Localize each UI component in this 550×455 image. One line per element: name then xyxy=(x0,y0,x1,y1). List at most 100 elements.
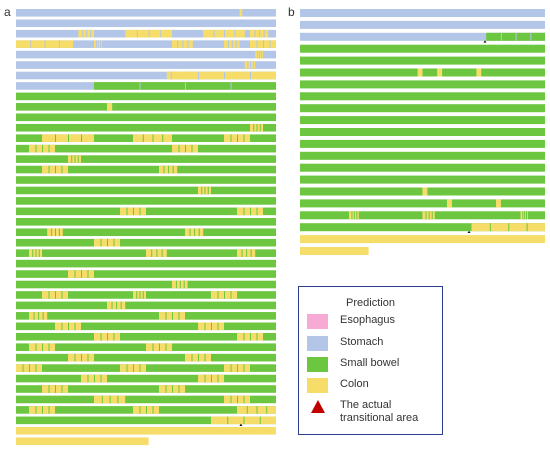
panel-a-row-34-segment-0-noise xyxy=(29,364,30,372)
panel-a-row-29-segment-1-noise xyxy=(172,312,173,320)
panel-a-row-33-segment-0-noise xyxy=(81,353,82,362)
panel-b-row-17-segment-2-noise xyxy=(522,211,524,220)
panel-a-row-28 xyxy=(16,301,276,310)
legend-title: Prediction xyxy=(346,297,395,309)
panel-a-row-8 xyxy=(16,92,276,101)
panel-a-row-7-segment-0-noise xyxy=(230,82,232,90)
panel-a-row-12-segment-2-noise xyxy=(237,134,238,142)
panel-a-row-25 xyxy=(16,270,276,278)
panel-a-row-23-segment-2-noise xyxy=(250,249,252,257)
panel-a-row-15-segment-0-noise xyxy=(61,165,63,174)
panel-a-row-32-segment-1-noise xyxy=(152,343,154,351)
panel-a-row-33-segment-1-noise xyxy=(204,353,206,362)
panel-b-row-8 xyxy=(300,104,545,113)
panel-a-row-38-segment-1-noise xyxy=(146,406,147,414)
panel-a-row-37-segment-0-noise xyxy=(109,395,111,404)
panel-a-row-12-segment-0-noise xyxy=(81,134,82,142)
panel-a-row-6-segment-1-noise xyxy=(198,71,199,80)
panel-a-row-38-segment-1-noise xyxy=(152,406,154,414)
panel-a-row-19-segment-0-noise xyxy=(139,207,141,216)
panel-a-row-9-segment-0 xyxy=(107,103,113,111)
panel-a-row-22-segment-0-noise xyxy=(100,238,102,247)
panel-b-row-18-segment-0-noise xyxy=(526,223,528,232)
panel-a-row-17-segment-0-noise xyxy=(207,186,209,195)
panel-a-row-25-segment-0-noise xyxy=(87,270,89,278)
panel-a-row-22 xyxy=(16,238,276,247)
panel-a-row-17-segment-0-noise xyxy=(204,186,206,195)
panel-b-row-14 xyxy=(300,175,545,184)
panel-a-row-2-segment-0-noise xyxy=(82,29,84,38)
panel-a-row-5-segment-0-noise xyxy=(250,61,251,69)
panel-a-row-26-segment-0-noise xyxy=(175,280,177,289)
panel-a-row-36 xyxy=(16,385,276,393)
panel-b-row-18-segment-0-noise xyxy=(508,223,510,232)
panel-a-row-1 xyxy=(16,19,276,28)
panel-b-row-16 xyxy=(300,199,545,208)
panel-a-row-3-segment-2-noise xyxy=(187,40,189,48)
panel-b-row-2 xyxy=(300,32,545,41)
panel-a-row-39 xyxy=(16,416,276,425)
panel-a-row-13-segment-0-noise xyxy=(42,144,43,153)
panel-a-row-29-segment-0-noise xyxy=(38,312,40,320)
panel-b-row-15-segment-0 xyxy=(422,187,428,196)
panel-a-row-34-segment-2-noise xyxy=(243,364,245,372)
panel-a-row-28-segment-0-noise xyxy=(120,301,122,310)
panel-b-row-18 xyxy=(300,223,545,232)
panel-b-row-17-segment-1-noise xyxy=(431,211,433,220)
legend-label-esophagus: Esophagus xyxy=(340,314,396,326)
panel-a-rows xyxy=(16,9,276,446)
legend-item-colon: Colon xyxy=(307,378,369,396)
legend-item-stomach: Stomach xyxy=(307,336,383,354)
panel-a-row-36-segment-0-noise xyxy=(48,385,50,393)
panel-b-row-17-segment-0-noise xyxy=(356,211,358,220)
legend-swatch-colon xyxy=(307,378,328,393)
panel-a-row-34-segment-1-noise xyxy=(133,364,134,372)
panel-a-row-32-segment-0-noise xyxy=(42,343,43,351)
panel-a-row-31 xyxy=(16,332,276,341)
legend-swatch-small-bowel xyxy=(307,357,328,372)
panel-a-row-5-segment-0-noise xyxy=(247,61,249,69)
legend-swatch-esophagus xyxy=(307,314,328,329)
panel-a-row-27-segment-0-noise xyxy=(61,291,63,299)
panel-a-row-28-segment-0-noise xyxy=(111,301,113,310)
panel-a-row-15-segment-1-noise xyxy=(163,165,165,174)
panel-b-row-7 xyxy=(300,92,545,101)
panel-b-row-11 xyxy=(300,139,545,148)
panel-a-row-7-segment-0-noise xyxy=(139,82,141,90)
panel-a-row-6-segment-1-noise xyxy=(250,71,251,80)
legend-label-colon: Colon xyxy=(340,378,369,390)
panel-a-row-5-segment-0-noise xyxy=(252,61,254,69)
panel-a-row-36-segment-0-noise xyxy=(55,385,56,393)
panel-a-row-13-segment-0-noise xyxy=(35,144,37,153)
panel-a-row-3-segment-0-noise xyxy=(58,40,60,48)
panel-a-row-2-segment-3-noise xyxy=(263,29,265,38)
panel-a-row-12-segment-0-noise xyxy=(68,134,69,142)
panel-a-row-34-segment-0-noise xyxy=(35,364,37,372)
panel-a-row-4-segment-0-noise xyxy=(257,50,259,59)
panel-a-row-29-segment-1-noise xyxy=(165,312,167,320)
panel-a-row-4-segment-0-noise xyxy=(261,50,263,59)
panel-a-row-15-segment-0-noise xyxy=(55,165,56,174)
panel-a-row-19-segment-1-noise xyxy=(243,207,245,216)
panel-a-row-30-segment-0-noise xyxy=(74,322,76,331)
panel-b-row-9 xyxy=(300,116,545,125)
panel-a-row-12-segment-2-noise xyxy=(230,134,232,142)
panel-a-row-38-segment-0-noise xyxy=(42,406,43,414)
panel-a-row-19-segment-0-noise xyxy=(133,207,134,216)
panel-a-row-4-segment-0-noise xyxy=(259,50,261,59)
red-triangle-icon xyxy=(307,399,328,414)
panel-b-row-2-segment-0-noise xyxy=(515,32,517,41)
panel-a-row-34-segment-0-noise xyxy=(22,364,24,372)
panel-a-row-3-segment-1-noise xyxy=(97,40,99,48)
panel-a-row-14-segment-0-noise xyxy=(77,155,79,163)
panel-a-row-29-segment-1-noise xyxy=(178,312,180,320)
panel-a-row-25-segment-0-noise xyxy=(81,270,82,278)
panel-a-row-31-segment-1-noise xyxy=(250,332,251,341)
panel-a-row-3-segment-1-noise xyxy=(99,40,101,48)
legend-item-transition: The actual transitional area xyxy=(307,399,422,424)
panel-b-row-2-segment-0-noise xyxy=(500,32,502,41)
panel-b-row-4 xyxy=(300,56,545,65)
panel-a-row-32-segment-0-noise xyxy=(48,343,50,351)
panel-b-row-5-segment-2 xyxy=(476,68,482,77)
